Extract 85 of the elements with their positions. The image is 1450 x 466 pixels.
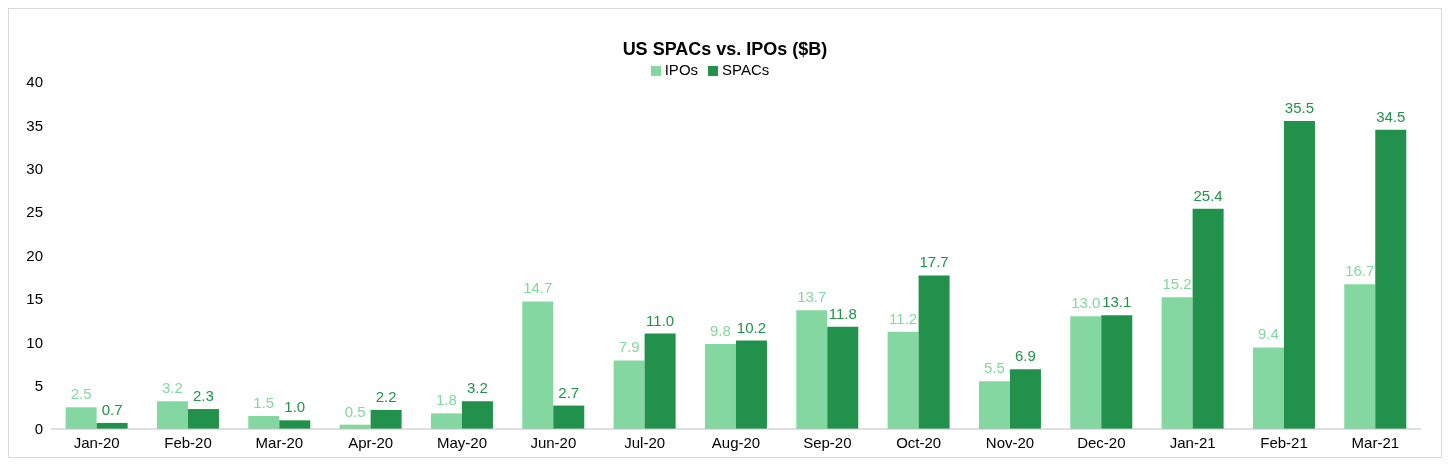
- x-tick-label: Feb-21: [1260, 433, 1308, 451]
- y-tick-label: 10: [26, 333, 43, 351]
- x-tick-label: Oct-20: [896, 433, 942, 451]
- data-label: 0.5: [344, 402, 366, 420]
- x-tick-label: Sep-20: [803, 433, 852, 451]
- y-tick-label: 0: [34, 420, 43, 438]
- data-label: 16.7: [1345, 262, 1375, 280]
- data-label: 13.1: [1102, 293, 1132, 311]
- data-label: 11.2: [889, 309, 918, 327]
- bar: [1009, 369, 1041, 429]
- data-label: 25.4: [1193, 186, 1223, 204]
- bar: [187, 409, 219, 429]
- x-tick-label: Feb-20: [164, 433, 212, 451]
- data-label: 3.2: [467, 379, 488, 397]
- data-label: 11.0: [646, 311, 675, 329]
- bar: [430, 413, 462, 429]
- bar: [1070, 316, 1102, 429]
- y-tick-label: 25: [26, 203, 43, 221]
- x-tick-label: Nov-20: [985, 433, 1035, 451]
- data-label: 7.9: [618, 338, 640, 356]
- y-tick-label: 30: [26, 160, 43, 178]
- data-label: 9.4: [1258, 325, 1279, 343]
- bar: [1252, 347, 1284, 429]
- data-label: 35.5: [1284, 99, 1315, 117]
- bar: [1161, 297, 1193, 429]
- data-label: 9.8: [710, 321, 731, 339]
- bar: [1101, 315, 1133, 429]
- bar: [461, 401, 493, 429]
- chart-title: US SPACs vs. IPOs ($B): [621, 39, 829, 60]
- bar: [65, 407, 97, 429]
- data-label: 2.2: [375, 387, 397, 405]
- data-label: 13.7: [797, 288, 827, 306]
- bar: [704, 343, 736, 429]
- bar: [279, 420, 311, 429]
- data-label: 10.2: [736, 318, 767, 336]
- data-label: 15.2: [1162, 275, 1192, 293]
- data-label: 2.3: [193, 387, 214, 405]
- data-label: 1.8: [436, 391, 457, 409]
- bar: [796, 310, 828, 429]
- bar: [522, 301, 554, 429]
- x-tick-label: Mar-20: [255, 433, 304, 451]
- x-tick-label: Aug-20: [711, 433, 761, 451]
- y-tick-label: 5: [34, 376, 43, 394]
- x-tick-label: Dec-20: [1077, 433, 1126, 451]
- bar: [887, 331, 919, 429]
- data-label: 3.2: [162, 379, 183, 397]
- data-label: 6.9: [1015, 347, 1036, 365]
- bar: [553, 405, 585, 429]
- data-label: 17.7: [919, 253, 949, 271]
- data-label: 1.5: [253, 393, 275, 411]
- data-label: 2.7: [558, 383, 580, 401]
- bar: [918, 275, 950, 429]
- y-tick-label: 40: [26, 73, 43, 91]
- data-label: 14.7: [523, 279, 553, 297]
- bar: [1283, 121, 1315, 429]
- bar: [1192, 208, 1224, 429]
- x-tick-label: Mar-21: [1351, 433, 1400, 451]
- bar: [978, 381, 1010, 429]
- data-label: 0.7: [101, 400, 123, 418]
- data-label: 34.5: [1376, 107, 1406, 125]
- bar: [613, 360, 645, 429]
- data-label: 11.8: [828, 304, 857, 322]
- bar: [370, 409, 402, 429]
- data-label: 13.0: [1071, 294, 1101, 312]
- y-tick-label: 35: [26, 116, 43, 134]
- x-tick-label: Jan-20: [73, 433, 120, 451]
- bar: [156, 401, 188, 429]
- x-tick-label: Jul-20: [624, 433, 666, 451]
- data-label: 2.5: [70, 385, 92, 403]
- bar: [827, 326, 859, 429]
- legend-label: IPOs: [664, 61, 699, 78]
- x-tick-label: Apr-20: [348, 433, 394, 451]
- data-label: 1.0: [284, 398, 306, 416]
- x-tick-label: May-20: [436, 433, 488, 451]
- x-tick-label: Jun-20: [530, 433, 577, 451]
- y-tick-label: 20: [26, 246, 43, 264]
- bar: [1375, 129, 1407, 429]
- data-label: 5.5: [984, 359, 1005, 377]
- bar: [735, 340, 767, 429]
- bar: [248, 415, 280, 429]
- y-tick-label: 15: [26, 290, 43, 308]
- legend-label: SPACs: [722, 61, 770, 78]
- bar: [644, 333, 676, 429]
- bar: [1344, 284, 1376, 429]
- x-tick-label: Jan-21: [1169, 433, 1216, 451]
